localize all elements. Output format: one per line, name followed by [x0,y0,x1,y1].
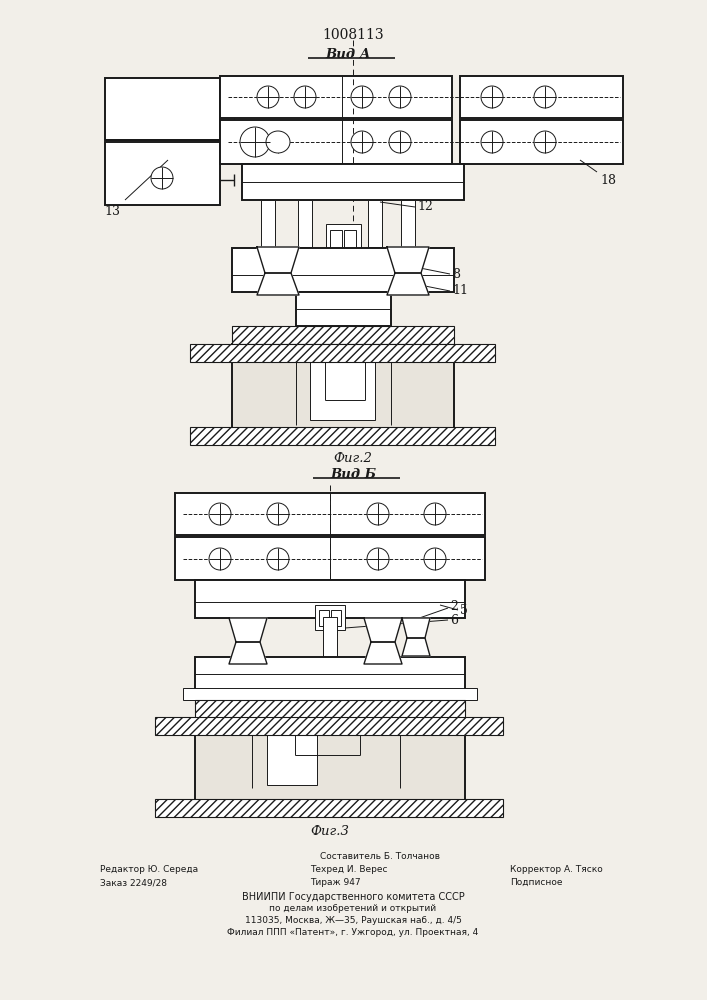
Text: 1008113: 1008113 [322,28,384,42]
Bar [298,200,312,247]
Text: Редактор Ю. Середа: Редактор Ю. Середа [100,865,198,874]
Bar [401,200,415,247]
Bar [323,617,337,657]
Circle shape [294,86,316,108]
Bar [220,120,452,164]
Circle shape [351,131,373,153]
Text: по делам изобретений и открытий: по делам изобретений и открытий [269,904,436,913]
Bar [232,326,454,344]
Bar [220,76,452,118]
Bar [105,78,220,140]
Text: 12: 12 [417,200,433,213]
Polygon shape [364,642,402,664]
Polygon shape [387,273,429,295]
Circle shape [481,131,503,153]
Circle shape [534,131,556,153]
Text: 5: 5 [460,604,468,617]
Circle shape [534,86,556,108]
Bar [175,493,485,535]
Circle shape [367,548,389,570]
Text: ВНИИПИ Государственного комитета СССР: ВНИИПИ Государственного комитета СССР [242,892,464,902]
Bar [409,617,423,657]
Bar [261,200,275,247]
Bar [183,688,477,700]
Bar [344,230,356,248]
Bar [195,700,465,718]
Text: 2: 2 [450,600,458,613]
Circle shape [240,127,270,157]
Bar [331,610,341,626]
Circle shape [481,86,503,108]
Polygon shape [402,618,430,638]
Text: 8: 8 [452,267,460,280]
Text: Составитель Б. Толчанов: Составитель Б. Толчанов [320,852,440,861]
Bar [267,720,317,785]
Bar [242,164,464,200]
Text: 6: 6 [450,613,458,626]
Circle shape [267,548,289,570]
Bar [155,717,503,735]
Text: Фиг.2: Фиг.2 [334,452,373,465]
Circle shape [209,503,231,525]
Bar [326,224,361,252]
Text: Заказ 2249/28: Заказ 2249/28 [100,878,167,887]
Circle shape [367,503,389,525]
Text: 18: 18 [600,174,616,187]
Polygon shape [257,273,299,295]
Polygon shape [387,247,429,273]
Circle shape [424,548,446,570]
Bar [315,605,345,630]
Text: Вид Б: Вид Б [330,468,376,481]
Bar [310,342,375,420]
Circle shape [389,131,411,153]
Bar [330,230,342,248]
Bar [195,718,465,804]
Bar [190,427,495,445]
Text: 113035, Москва, Ж—35, Раушская наб., д. 4/5: 113035, Москва, Ж—35, Раушская наб., д. … [245,916,462,925]
Bar [460,76,623,118]
Circle shape [389,86,411,108]
Circle shape [424,503,446,525]
Circle shape [257,86,279,108]
Text: Подписное: Подписное [510,878,563,887]
Bar [190,344,495,362]
Bar [232,248,454,292]
Circle shape [151,167,173,189]
Bar [241,617,255,657]
Circle shape [267,503,289,525]
Circle shape [351,86,373,108]
Text: Фиг.3: Фиг.3 [310,825,349,838]
Bar [155,799,503,817]
Circle shape [209,548,231,570]
Text: Техред И. Верес: Техред И. Верес [310,865,387,874]
Text: Вид А: Вид А [325,48,370,61]
Ellipse shape [266,131,290,153]
Bar [376,617,390,657]
Text: Тираж 947: Тираж 947 [310,878,361,887]
Text: 13: 13 [104,205,120,218]
Bar [232,344,454,440]
Bar [195,580,465,618]
Text: Филиал ППП «Патент», г. Ужгород, ул. Проектная, 4: Филиал ППП «Патент», г. Ужгород, ул. Про… [228,928,479,937]
Bar [105,142,220,205]
Polygon shape [257,247,299,273]
Polygon shape [364,618,402,642]
Bar [175,537,485,580]
Bar [368,200,382,247]
Polygon shape [229,618,267,642]
Bar [460,120,623,164]
Text: Корректор А. Тяско: Корректор А. Тяско [510,865,603,874]
Bar [296,292,391,326]
Text: 11: 11 [452,284,468,298]
Bar [195,657,465,690]
Polygon shape [229,642,267,664]
Bar [319,610,329,626]
Polygon shape [402,638,430,656]
